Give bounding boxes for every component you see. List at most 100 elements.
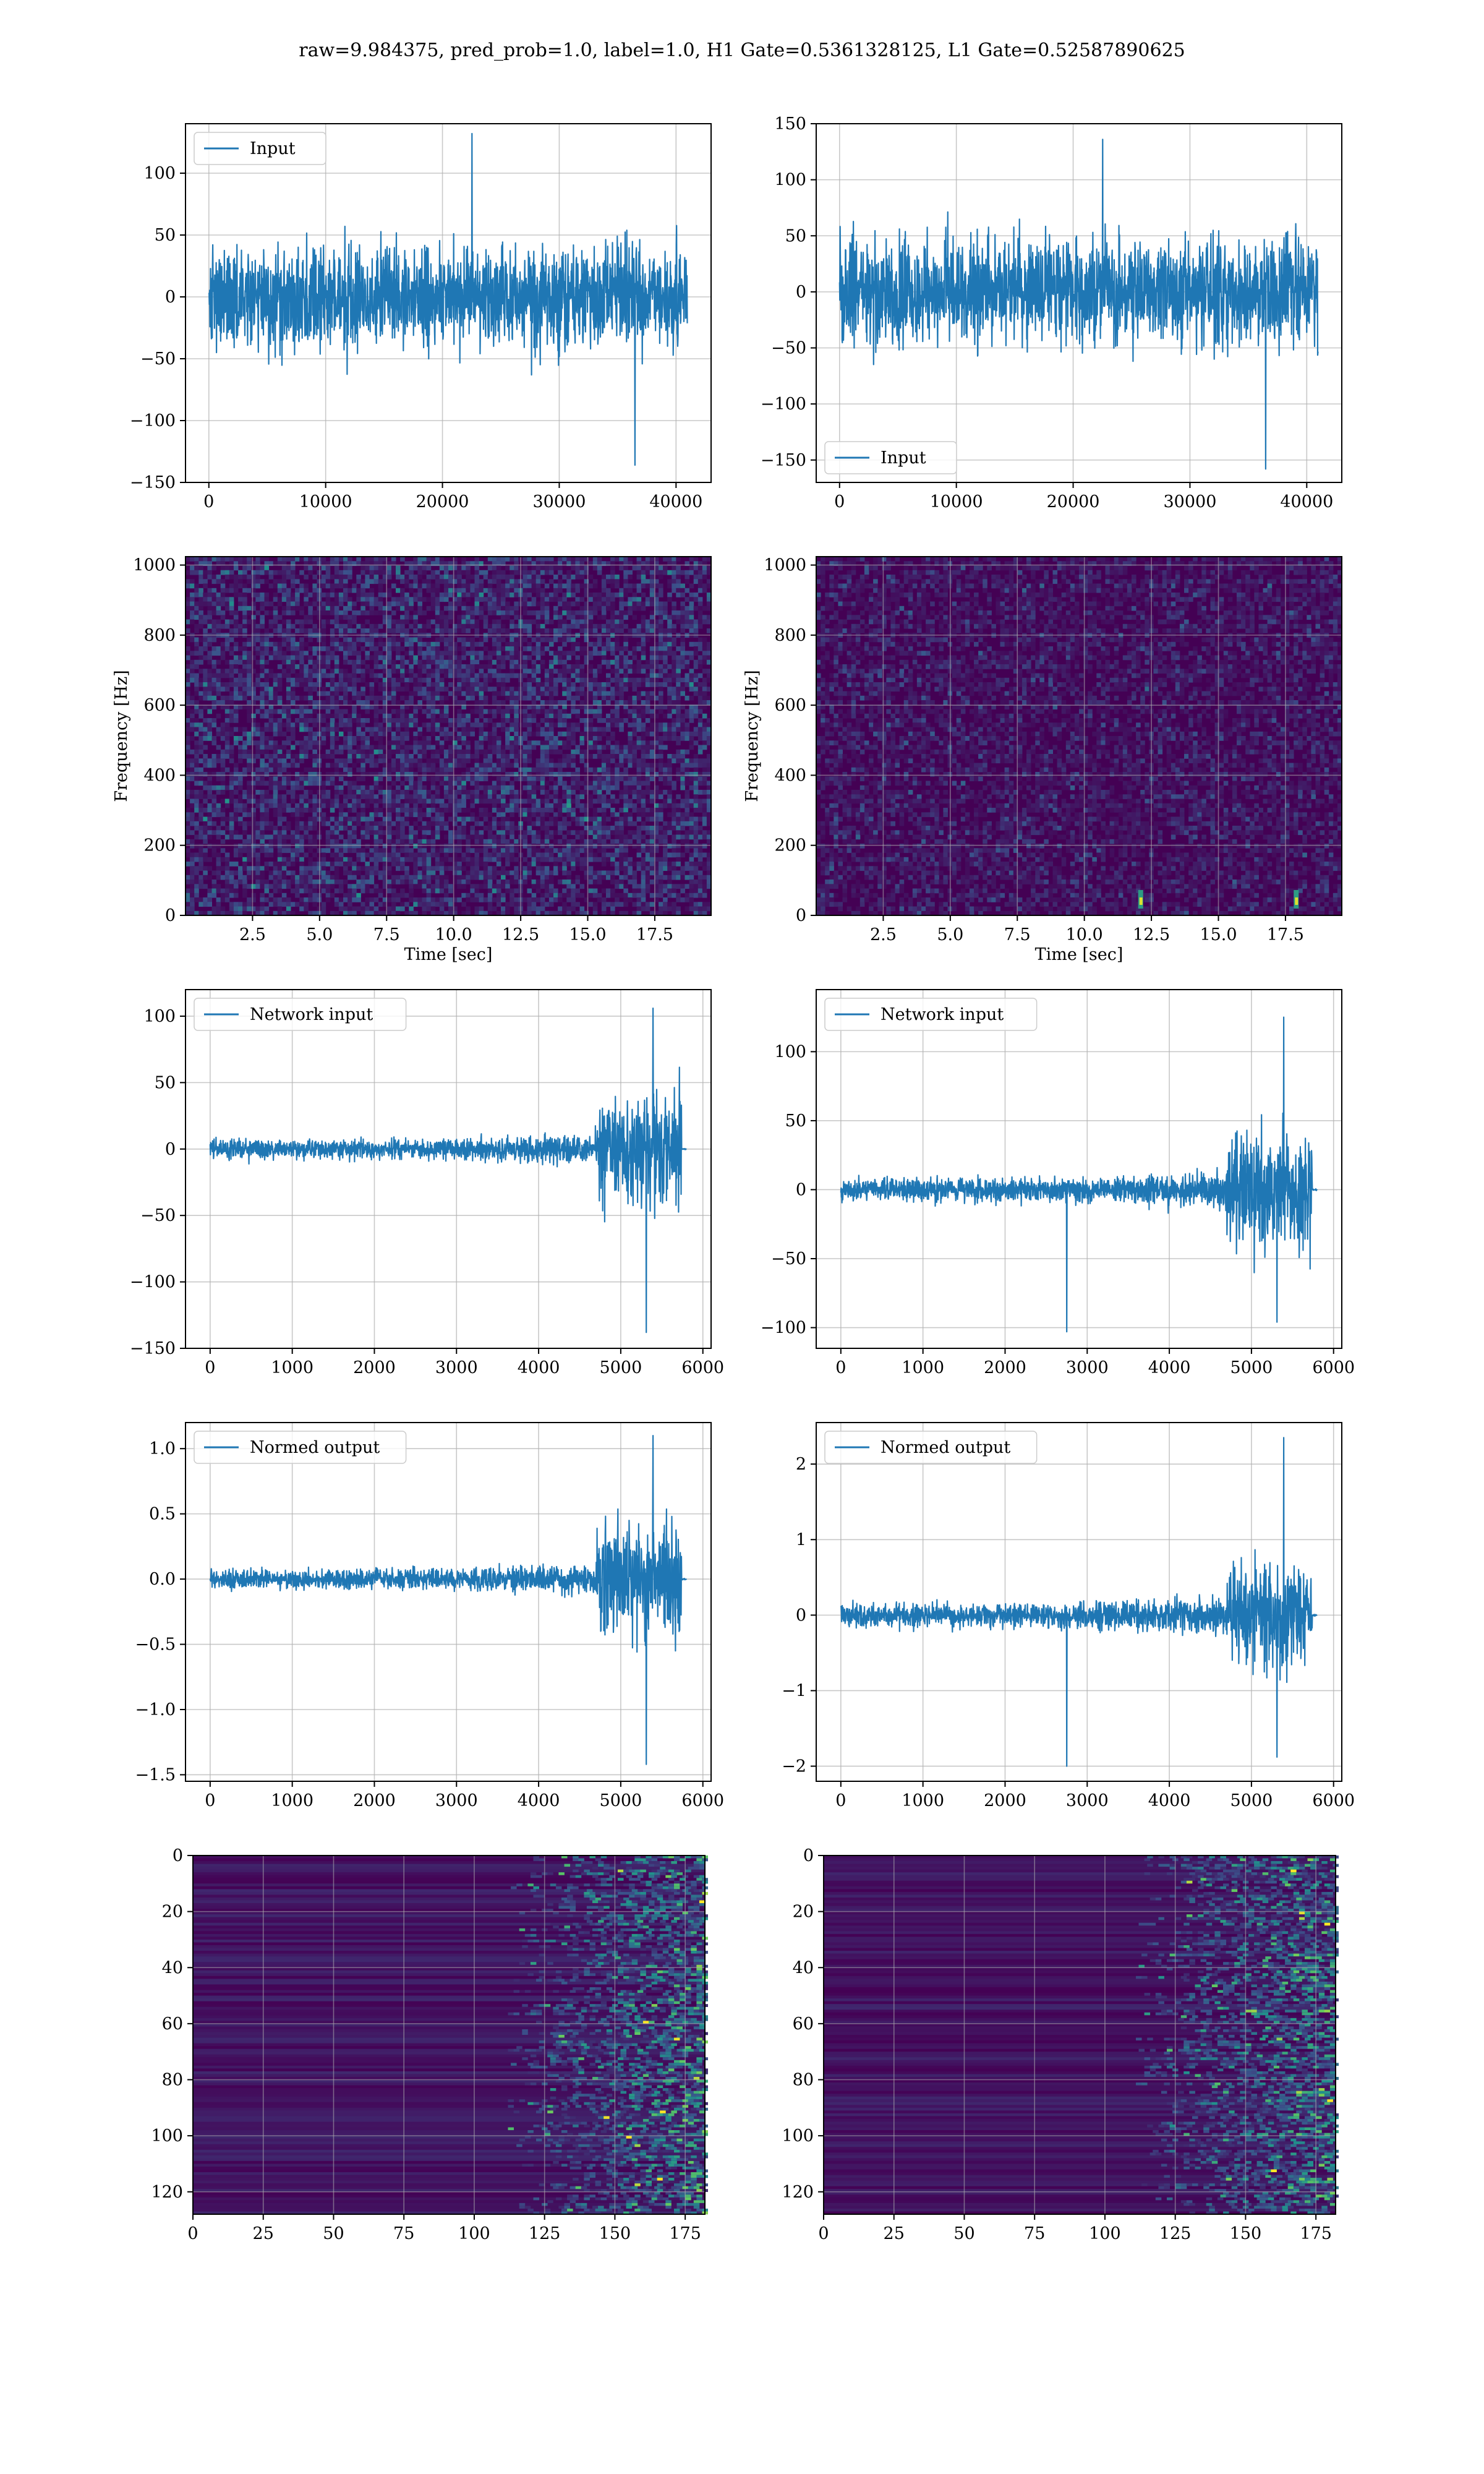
heatmap-cell <box>422 763 427 768</box>
heatmap-cell <box>510 880 514 884</box>
heatmap-cell <box>396 570 401 575</box>
heatmap-cell <box>531 651 537 656</box>
heatmap-cell <box>211 610 217 615</box>
heatmap-cell <box>510 691 514 696</box>
heatmap-cell <box>522 763 527 768</box>
heatmap-cell <box>466 848 471 854</box>
heatmap-cell <box>474 575 480 580</box>
heatmap-cell <box>251 776 256 782</box>
heatmap-cell <box>540 704 545 710</box>
heatmap-cell <box>242 601 247 607</box>
heatmap-cell <box>334 659 339 665</box>
heatmap-cell <box>220 561 226 567</box>
heatmap-cell <box>386 651 392 656</box>
heatmap-cell <box>312 597 317 602</box>
heatmap-cell <box>334 830 339 836</box>
heatmap-cell <box>229 583 234 589</box>
heatmap-cell <box>492 601 497 607</box>
heatmap-cell <box>273 798 278 804</box>
heatmap-cell <box>430 906 436 912</box>
heatmap-cell <box>348 910 352 916</box>
heatmap-cell <box>247 673 252 678</box>
heatmap-cell <box>286 844 291 849</box>
heatmap-cell <box>330 731 335 737</box>
heatmap-cell <box>211 579 217 584</box>
heatmap-cell <box>496 763 501 768</box>
heatmap-cell <box>396 906 401 912</box>
heatmap-cell <box>304 687 309 692</box>
heatmap-cell <box>382 615 388 620</box>
heatmap-cell <box>352 816 357 822</box>
heatmap-cell <box>277 561 283 567</box>
heatmap-cell <box>247 781 252 786</box>
heatmap-cell <box>373 704 379 710</box>
heatmap-cell <box>308 601 313 607</box>
heatmap-cell <box>224 682 230 687</box>
heatmap-cell <box>308 637 313 643</box>
heatmap-cell <box>535 897 541 902</box>
heatmap-cell <box>334 687 339 692</box>
heatmap-cell <box>378 557 383 562</box>
heatmap-cell <box>382 798 388 804</box>
heatmap-cell <box>382 695 388 701</box>
heatmap-cell <box>461 727 466 732</box>
heatmap-cell <box>426 826 432 831</box>
heatmap-cell <box>496 700 501 705</box>
heatmap-cell <box>535 637 541 643</box>
heatmap-cell <box>443 588 449 593</box>
heatmap-cell <box>194 749 199 755</box>
heatmap-cell <box>369 910 375 916</box>
heatmap-cell <box>203 722 208 728</box>
heatmap-cell <box>286 722 291 728</box>
heatmap-cell <box>352 713 357 719</box>
heatmap-cell <box>453 722 458 728</box>
heatmap-cell <box>268 763 274 768</box>
heatmap-cell <box>304 565 309 571</box>
heatmap-cell <box>409 659 414 665</box>
heatmap-cell <box>211 651 217 656</box>
heatmap-cell <box>535 593 541 597</box>
heatmap-cell <box>360 866 365 871</box>
heatmap-cell <box>417 852 422 858</box>
heatmap-cell <box>404 575 409 580</box>
heatmap-cell <box>487 798 493 804</box>
heatmap-cell <box>321 579 326 584</box>
heatmap-cell <box>198 880 203 884</box>
heatmap-cell <box>203 736 208 741</box>
heatmap-cell <box>233 561 239 567</box>
heatmap-cell <box>360 834 365 840</box>
heatmap-cell <box>360 794 365 800</box>
heatmap-cell <box>453 655 458 661</box>
heatmap-cell <box>470 834 475 840</box>
heatmap-cell <box>229 785 234 790</box>
heatmap-cell <box>417 862 422 867</box>
heatmap-cell <box>474 704 480 710</box>
heatmap-cell <box>198 812 203 818</box>
heatmap-cell <box>277 798 283 804</box>
heatmap-cell <box>522 731 527 737</box>
heatmap-cell <box>321 736 326 741</box>
heatmap-cell <box>242 557 247 562</box>
heatmap-cell <box>457 583 462 589</box>
heatmap-cell <box>553 637 558 643</box>
heatmap-cell <box>439 884 445 889</box>
heatmap-cell <box>330 834 335 840</box>
heatmap-cell <box>343 677 348 683</box>
heatmap-cell <box>430 803 436 808</box>
heatmap-cell <box>457 597 462 602</box>
heatmap-cell <box>514 641 519 647</box>
heatmap-cell <box>242 772 247 777</box>
heatmap-cell <box>461 641 466 647</box>
heatmap-cell <box>479 651 484 656</box>
heatmap-cell <box>470 866 475 871</box>
heatmap-cell <box>448 906 453 912</box>
heatmap-cell <box>207 691 212 696</box>
heatmap-cell <box>487 597 493 602</box>
heatmap-cell <box>247 619 252 625</box>
heatmap-cell <box>365 736 370 741</box>
heatmap-cell <box>548 852 554 858</box>
heatmap-cell <box>186 570 190 575</box>
heatmap-cell <box>373 808 379 813</box>
heatmap-cell <box>448 691 453 696</box>
heatmap-cell <box>325 606 331 611</box>
